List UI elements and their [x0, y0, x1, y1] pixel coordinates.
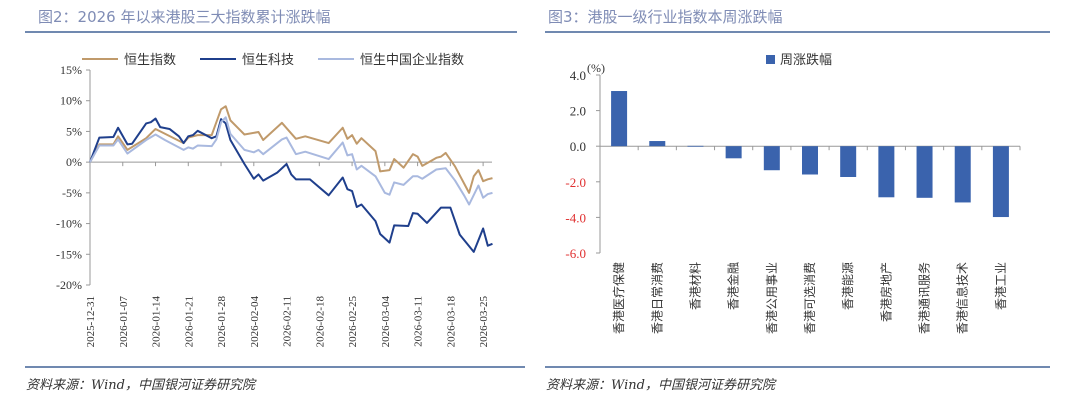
bar-11	[992, 146, 1009, 218]
bar-5	[763, 146, 780, 171]
x-tick-label: 2026-03-04	[380, 296, 392, 348]
bar-y-tick-label: 4.0	[570, 68, 586, 83]
bar-category-label: 香港通讯服务	[917, 262, 932, 334]
right-chart-title: 图3：港股一级行业指数本周涨跌幅	[548, 8, 783, 26]
bar-category-label: 香港信息技术	[955, 262, 970, 334]
legend-label: 恒生科技	[242, 52, 294, 67]
y-tick-label: 10%	[60, 94, 82, 108]
y-tick-label: -10%	[56, 217, 82, 231]
bar-6	[802, 146, 818, 175]
bar-category-label: 香港能源	[841, 262, 855, 310]
y-tick-label: -15%	[56, 247, 82, 261]
x-tick-label: 2026-01-21	[183, 296, 195, 347]
bar-unit-label: (%)	[587, 61, 605, 75]
bar-category-label: 香港金融	[726, 262, 741, 310]
left-bottom-rule	[25, 366, 525, 368]
y-tick-label: 15%	[60, 63, 82, 77]
right-bottom-rule	[545, 366, 1050, 368]
bar-10	[954, 146, 971, 203]
bar-2	[649, 141, 666, 147]
bar-category-label: 香港房地产	[878, 262, 893, 322]
bar-1	[611, 91, 628, 147]
y-tick-label: 5%	[66, 124, 82, 138]
y-tick-label: 0%	[66, 155, 82, 169]
bar-category-label: 香港可选消费	[803, 262, 817, 334]
bar-3	[687, 145, 704, 147]
x-tick-label: 2026-02-04	[249, 296, 261, 348]
bar-category-label: 香港日常消费	[650, 262, 664, 334]
series-line-3	[89, 116, 493, 206]
x-tick-label: 2026-02-25	[347, 296, 359, 348]
bar-category-label: 香港材料	[688, 262, 702, 310]
x-tick-label: 2026-01-14	[151, 296, 163, 348]
y-tick-label: -5%	[62, 186, 82, 200]
x-tick-label: 2026-02-11	[282, 296, 294, 347]
bar-legend-label: 周涨跌幅	[780, 52, 832, 67]
x-tick-label: 2026-03-11	[413, 296, 425, 347]
right-source-note: 资料来源：Wind，中国银河证券研究院	[546, 378, 775, 393]
x-tick-label: 2025-12-31	[85, 296, 97, 347]
bar-category-label: 香港公用事业	[765, 262, 779, 334]
bar-9	[916, 146, 933, 198]
bar-category-label: 香港工业	[994, 262, 1008, 310]
right-title-rule	[545, 31, 1050, 33]
bar-y-tick-label: -2.0	[565, 175, 586, 190]
bar-8	[878, 146, 895, 198]
left-title-rule	[25, 31, 517, 33]
legend-label: 恒生指数	[124, 52, 176, 67]
x-tick-label: 2026-02-18	[314, 296, 326, 348]
bar-legend-swatch	[766, 55, 775, 64]
series-line-2	[89, 117, 493, 253]
bar-y-tick-label: 2.0	[570, 104, 586, 119]
x-tick-label: 2026-01-07	[118, 296, 130, 348]
bar-4	[725, 146, 742, 159]
x-tick-label: 2026-03-18	[445, 296, 457, 348]
left-source-note: 资料来源：Wind，中国银河证券研究院	[26, 378, 255, 393]
y-tick-label: -20%	[56, 278, 82, 292]
bar-y-tick-label: -4.0	[565, 210, 586, 225]
bar-7	[840, 146, 857, 177]
x-tick-label: 2026-03-25	[478, 296, 490, 348]
series-line-1	[89, 105, 493, 194]
bar-category-label: 香港医疗保健	[612, 262, 626, 334]
bar-y-tick-label: 0.0	[570, 139, 586, 154]
legend-label: 恒生中国企业指数	[360, 52, 464, 67]
x-tick-label: 2026-01-28	[216, 296, 228, 348]
bar-y-tick-label: -6.0	[565, 246, 586, 261]
left-chart-title: 图2：2026 年以来港股三大指数累计涨跌幅	[38, 8, 331, 26]
